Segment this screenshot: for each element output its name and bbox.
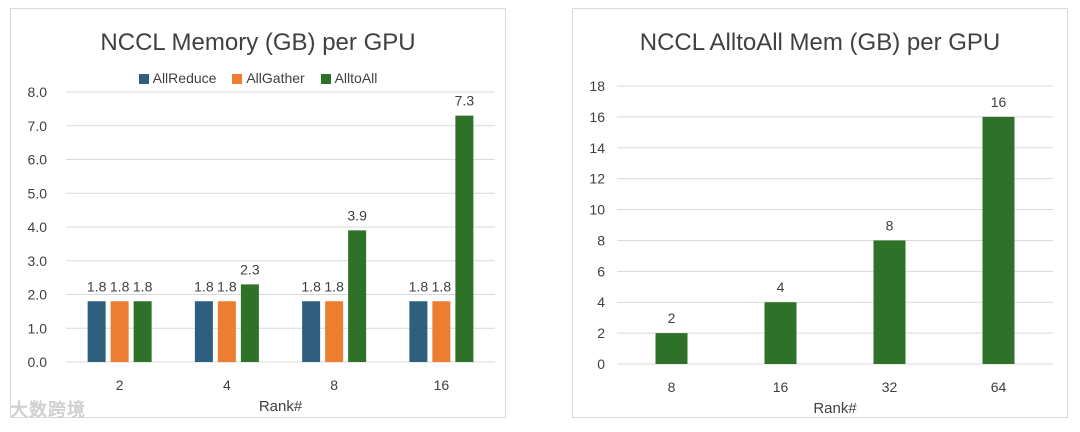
y-tick-label: 14 [589,140,605,156]
y-tick-label: 8 [597,232,605,248]
y-tick-label: 6 [597,263,605,279]
legend-swatch [320,74,331,84]
bar [409,301,428,362]
chart-panel-memory: NCCL Memory (GB) per GPU AllReduce AllGa… [10,8,506,418]
bar [240,284,259,362]
bar [455,115,474,362]
chart-legend: AllReduce AllGather AlltoAll [11,70,505,86]
x-axis-title: Rank# [259,398,303,415]
data-label: 1.8 [432,278,452,294]
x-tick-label: 16 [434,377,450,393]
data-label: 2 [668,310,676,326]
y-tick-label: 4 [597,294,605,310]
y-tick-label: 16 [589,109,605,125]
legend-item-alltoall: AlltoAll [320,70,378,86]
y-tick-label: 0.0 [28,354,48,370]
chart-panel-alltoall: NCCL AlltoAll Mem (GB) per GPU 0 2 4 6 8 10 12… [572,8,1068,418]
data-label: 4 [777,279,785,295]
legend-item-allreduce: AllReduce [138,70,217,86]
chart-title: NCCL AlltoAll Mem (GB) per GPU [639,29,1001,56]
y-tick-label: 10 [589,202,605,218]
x-tick-label: 8 [330,377,338,393]
bar [110,301,129,362]
bar [302,301,321,362]
data-label: 8 [886,217,894,233]
data-label: 3.9 [347,207,367,223]
bar [217,301,236,362]
data-label: 1.8 [87,278,107,294]
y-tick-label: 1.0 [28,320,48,336]
bar [655,333,688,364]
y-tick-label: 18 [589,78,605,94]
y-tick-label: 6.0 [28,152,48,168]
data-label: 1.8 [301,278,321,294]
y-tick-label: 7.0 [28,118,48,134]
legend-label: AllGather [246,70,305,86]
bar [325,301,344,362]
x-tick-label: 64 [991,379,1007,395]
data-label: 7.3 [455,93,475,109]
y-tick-label: 2 [597,325,605,341]
legend-swatch [232,74,243,84]
bar [873,240,906,364]
data-label: 1.8 [217,278,237,294]
y-tick-label: 8.0 [28,84,48,100]
bar [194,301,213,362]
data-label: 16 [991,94,1007,110]
bar [432,301,451,362]
x-axis-title: Rank# [813,400,857,417]
bar [764,302,797,364]
data-label: 1.8 [409,278,429,294]
chart-plot-alltoall: 0 2 4 6 8 10 12 14 16 18 8 2 16 4 32 8 64 16 Rank# [589,78,1053,417]
data-label: 1.8 [133,278,153,294]
y-tick-label: 5.0 [28,185,48,201]
data-label: 2.3 [240,261,260,277]
y-tick-label: 0 [597,356,605,372]
y-tick-label: 2.0 [28,287,48,303]
x-tick-label: 16 [773,379,789,395]
y-tick-label: 4.0 [28,219,48,235]
legend-swatch [138,74,149,84]
legend-item-allgather: AllGather [232,70,305,86]
y-tick-label: 3.0 [28,253,48,269]
x-tick-label: 4 [223,377,231,393]
bar [87,301,106,362]
bar [348,230,367,362]
bar [133,301,152,362]
watermark: 大数跨境 [10,400,86,420]
x-tick-label: 2 [116,377,124,393]
bar [982,116,1015,364]
chart-plot-memory: 0.01.02.03.04.05.06.07.08.021.8 1.8 1.841.… [28,84,495,415]
y-tick-label: 12 [589,171,605,187]
chart-title: NCCL Memory (GB) per GPU [100,29,416,56]
x-tick-label: 8 [668,379,676,395]
legend-label: AllReduce [152,70,217,86]
data-label: 1.8 [110,278,130,294]
data-label: 1.8 [194,278,214,294]
legend-label: AlltoAll [334,70,378,86]
x-tick-label: 32 [882,379,898,395]
data-label: 1.8 [324,278,344,294]
